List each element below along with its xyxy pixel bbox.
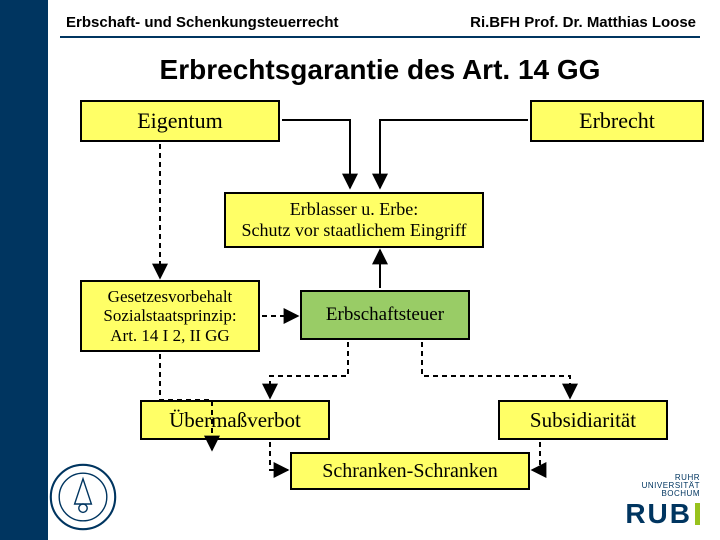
arrow-ueberm_dr	[270, 442, 288, 470]
arrow-erbrecht_l	[380, 120, 528, 188]
university-seal	[48, 462, 118, 532]
arrow-steuer_dl	[270, 342, 348, 398]
rub-line3: BOCHUM	[625, 490, 700, 498]
node-eigentum-label: Eigentum	[137, 108, 223, 134]
node-steuer-label: Erbschaftsteuer	[326, 304, 444, 326]
side-band	[0, 0, 48, 540]
node-subsid-label: Subsidiarität	[530, 408, 636, 433]
node-eigentum: Eigentum	[80, 100, 280, 142]
rub-word: RUB	[625, 498, 700, 530]
node-vorbehalt: GesetzesvorbehaltSozialstaatsprinzip:Art…	[80, 280, 260, 352]
page-title: Erbrechtsgarantie des Art. 14 GG	[60, 54, 700, 86]
rub-logo: RUHR UNIVERSITÄT BOCHUM RUB	[625, 474, 700, 530]
node-erbrecht: Erbrecht	[530, 100, 704, 142]
node-uebermass: Übermaßverbot	[140, 400, 330, 440]
node-vorbehalt-label: GesetzesvorbehaltSozialstaatsprinzip:Art…	[103, 287, 236, 346]
node-zentrum-label: Erblasser u. Erbe:Schutz vor staatlichem…	[241, 199, 466, 240]
node-schranken-label: Schranken-Schranken	[322, 460, 498, 483]
arrow-subsid_dl	[532, 442, 540, 470]
node-uebermass-label: Übermaßverbot	[169, 408, 301, 433]
arrow-eigentum_r	[282, 120, 350, 188]
node-schranken: Schranken-Schranken	[290, 452, 530, 490]
node-erbrecht-label: Erbrecht	[579, 108, 655, 134]
header-left: Erbschaft- und Schenkungsteuerrecht	[66, 14, 339, 31]
top-rule	[60, 36, 700, 38]
node-zentrum: Erblasser u. Erbe:Schutz vor staatlichem…	[224, 192, 484, 248]
arrow-steuer_dr	[422, 342, 570, 398]
node-steuer: Erbschaftsteuer	[300, 290, 470, 340]
node-subsid: Subsidiarität	[498, 400, 668, 440]
header-right: Ri.BFH Prof. Dr. Matthias Loose	[470, 14, 696, 31]
slide: Erbschaft- und Schenkungsteuerrecht Ri.B…	[0, 0, 720, 540]
